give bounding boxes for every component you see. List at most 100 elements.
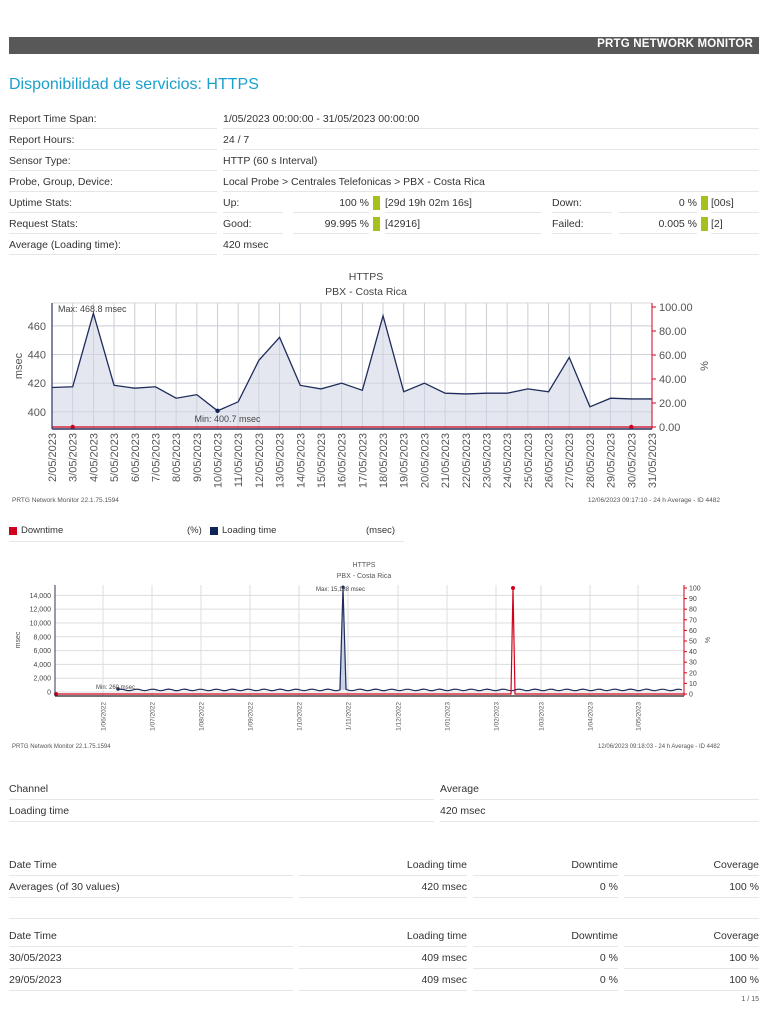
x-tick-label: 14/05/2023 [295, 433, 307, 488]
chart-footer-right: 12/06/2023 09:18:03 - 24 h Average - ID … [598, 744, 721, 750]
col-header-downtime: Downtime [473, 856, 618, 876]
yearly-loading-time-chart: HTTPS PBX - Costa Rica 0 2,000 4,000 6,000 8,0… [12, 562, 721, 750]
y-axis-label: msec [13, 352, 25, 379]
x-tick-label: 23/05/2023 [481, 433, 493, 488]
y-tick-label: 440 [28, 350, 46, 362]
cell-downtime: 0 % [473, 878, 618, 898]
x-tick-label: 19/05/2023 [399, 433, 411, 488]
x-tick-label: 1/09/2022 [248, 702, 255, 731]
good-indicator-bar [373, 217, 380, 231]
channel-average: 420 msec [440, 802, 759, 822]
x-tick-label: 1/06/2022 [101, 702, 108, 731]
cell-datetime: 29/05/2023 [9, 971, 293, 991]
x-tick-label: 1/11/2022 [346, 702, 353, 731]
cell-downtime: 0 % [473, 949, 618, 969]
y-tick-label: 2,000 [33, 676, 51, 683]
x-tick-label: 1/08/2022 [199, 702, 206, 731]
downtime-swatch-icon [9, 527, 17, 535]
table-header-row: Date Time Loading time Downtime Coverage [9, 856, 759, 878]
info-row-sensor-type: Sensor Type: HTTP (60 s Interval) [9, 152, 759, 173]
min-annotation: Min: 260 msec [96, 685, 135, 691]
up-label: Up: [223, 194, 283, 213]
info-label: Uptime Stats: [9, 194, 217, 213]
chart-title: HTTPS [349, 271, 383, 283]
y2-tick-label: 80 [689, 607, 697, 614]
page-number: 1 / 15 [741, 996, 759, 1003]
down-label: Down: [552, 194, 612, 213]
x-tick-label: 1/02/2023 [494, 702, 501, 731]
col-header-datetime: Date Time [9, 927, 293, 947]
y-tick-label: 4,000 [33, 662, 51, 669]
y2-tick-label: 30 [689, 660, 697, 667]
cell-downtime: 0 % [473, 971, 618, 991]
x-tick-label: 18/05/2023 [378, 433, 390, 488]
info-label: Report Hours: [9, 131, 217, 150]
info-label: Probe, Group, Device: [9, 173, 217, 192]
col-header-coverage: Coverage [624, 856, 759, 876]
x-tick-label: 24/05/2023 [502, 433, 514, 488]
down-duration: [00s] [711, 194, 759, 213]
y-tick-label: 12,000 [30, 607, 52, 614]
col-header-downtime: Downtime [473, 927, 618, 947]
info-row-report-hours: Report Hours: 24 / 7 [9, 131, 759, 152]
y2-tick-label: 20 [689, 670, 697, 677]
cell-loading: 409 msec [299, 971, 467, 991]
info-label: Report Time Span: [9, 110, 217, 129]
y-tick-label: 420 [28, 378, 46, 390]
channel-name: Loading time [9, 802, 434, 822]
x-tick-label: 12/05/2023 [254, 433, 266, 488]
y-tick-label: 460 [28, 321, 46, 333]
table-row: Loading time 420 msec [9, 802, 759, 824]
y-tick-label: 6,000 [33, 648, 51, 655]
chart-subtitle: PBX - Costa Rica [325, 286, 407, 298]
info-value: 24 / 7 [223, 131, 759, 150]
max-marker [341, 585, 345, 589]
x-tick-label: 5/05/2023 [109, 433, 121, 482]
x-tick-label: 31/05/2023 [647, 433, 659, 488]
x-tick-label: 1/07/2022 [150, 702, 157, 731]
y2-axis-label: % [705, 637, 712, 643]
legend-downtime-unit: (%) [187, 525, 202, 536]
info-value: Local Probe > Centrales Telefonicas > PB… [223, 173, 759, 192]
x-tick-label: 17/05/2023 [357, 433, 369, 488]
down-percent: 0 % [619, 194, 697, 213]
legend-downtime-label: Downtime [21, 525, 64, 536]
x-tick-label: 21/05/2023 [440, 433, 452, 488]
min-marker [215, 408, 220, 414]
y-tick-label: 400 [28, 407, 46, 419]
loading-time-area [52, 313, 652, 429]
x-tick-label: 29/05/2023 [606, 433, 618, 488]
down-indicator-bar [701, 196, 708, 210]
info-label: Average (Loading time): [9, 236, 217, 255]
up-percent: 100 % [293, 194, 369, 213]
x-tick-label: 30/05/2023 [626, 433, 638, 488]
y2-tick-label: 100 [689, 586, 701, 593]
col-header-coverage: Coverage [624, 927, 759, 947]
x-tick-label: 1/10/2022 [297, 702, 304, 731]
header-bar: PRTG NETWORK MONITOR [9, 37, 759, 54]
failed-indicator-bar [701, 217, 708, 231]
failed-count: [2] [711, 215, 759, 234]
table-row: 30/05/2023 409 msec 0 % 100 % [9, 949, 759, 971]
downtime-peak-marker [511, 586, 515, 590]
y-axis-label: msec [15, 631, 22, 648]
y-tick-label: 0 [47, 690, 51, 697]
x-tick-label: 3/05/2023 [68, 433, 80, 482]
info-row-uptime: Uptime Stats: Up: 100 % [29d 19h 02m 16s… [9, 194, 759, 215]
downtime-marker [629, 424, 634, 430]
y-tick-label: 10,000 [30, 620, 52, 627]
y2-tick-label: 10 [689, 681, 697, 688]
x-tick-label: 9/05/2023 [192, 433, 204, 482]
x-tick-label: 1/05/2023 [636, 702, 643, 731]
chart-legend: Downtime (%) Loading time (msec) [9, 524, 404, 542]
info-row-requests: Request Stats: Good: 99.995 % [42916] Fa… [9, 215, 759, 236]
cell-loading: 420 msec [299, 878, 467, 898]
loading-time-line [51, 310, 652, 412]
y2-tick-label: 100.00 [659, 302, 693, 314]
x-tick-label: 2/05/2023 [47, 433, 59, 482]
y2-tick-label: 70 [689, 617, 697, 624]
page-title: Disponibilidad de servicios: HTTPS [9, 76, 259, 93]
chart-footer-left: PRTG Network Monitor 22.1.75.1594 [12, 744, 111, 750]
good-label: Good: [223, 215, 283, 234]
x-tick-label: 7/05/2023 [150, 433, 162, 482]
